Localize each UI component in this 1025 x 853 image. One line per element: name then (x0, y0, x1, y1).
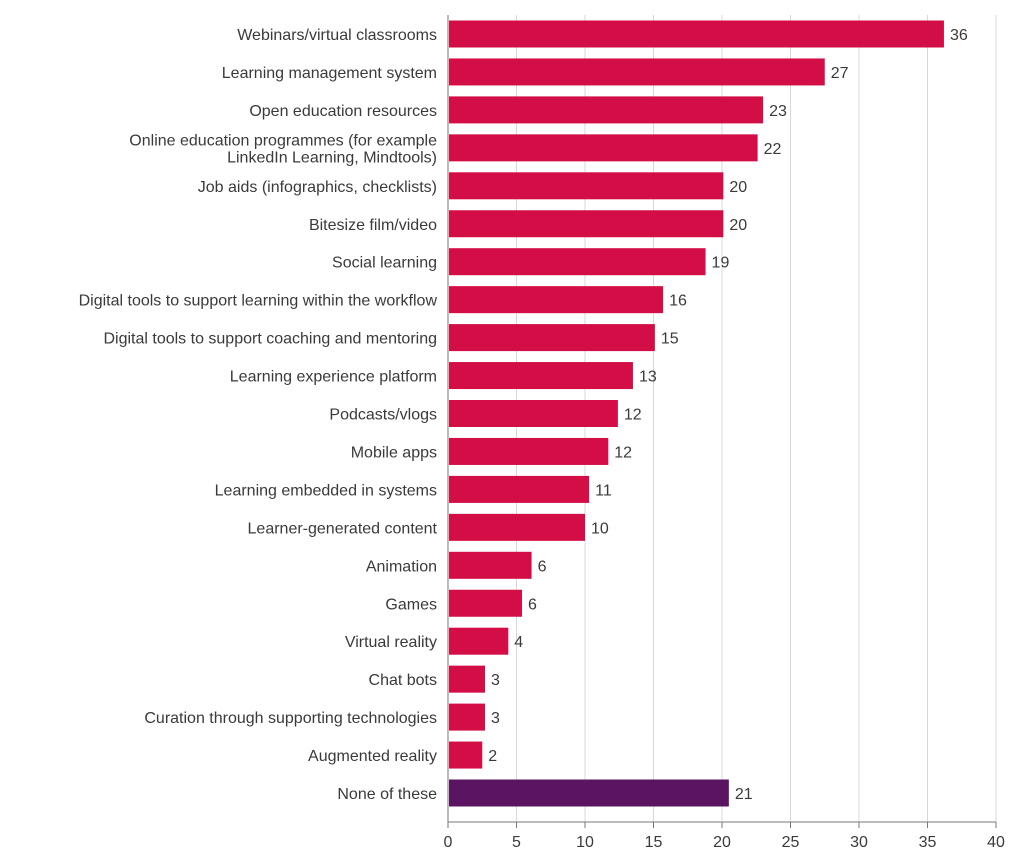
value-label: 36 (950, 27, 968, 44)
category-label: Chat bots (369, 672, 437, 689)
category-label: Online education programmes (for example… (129, 132, 437, 166)
category-labels: Webinars/virtual classrooms Learning mana… (79, 27, 438, 803)
category-label: Animation (366, 558, 437, 575)
bar (449, 400, 618, 427)
value-label: 3 (491, 710, 500, 727)
value-label: 6 (528, 596, 537, 613)
bar (449, 589, 522, 617)
x-tick-label: 10 (576, 834, 594, 851)
category-label-line: Online education programmes (for example (129, 132, 437, 149)
value-label: 20 (729, 217, 747, 234)
bar (449, 248, 706, 276)
category-label: Learning embedded in systems (215, 482, 437, 499)
bar (449, 475, 590, 503)
bars (449, 20, 944, 807)
x-tick-label: 5 (512, 834, 521, 851)
value-label: 20 (729, 179, 747, 196)
category-label: Games (385, 596, 437, 613)
bar (449, 96, 764, 124)
bar (449, 172, 724, 200)
bar (449, 134, 758, 162)
category-label: Podcasts/vlogs (329, 407, 437, 424)
x-axis: 0 5 10 15 20 25 30 35 40 (444, 15, 1005, 851)
value-label: 11 (595, 482, 612, 499)
value-label: 12 (624, 407, 642, 424)
value-label: 23 (769, 103, 787, 120)
category-label: Digital tools to support coaching and me… (103, 331, 437, 348)
x-tick-label: 25 (782, 834, 800, 851)
x-tick-label: 30 (850, 834, 868, 851)
value-label: 27 (831, 65, 849, 82)
category-label: Webinars/virtual classrooms (237, 27, 437, 44)
value-label: 13 (639, 369, 657, 386)
value-label: 21 (735, 786, 753, 803)
value-label: 10 (591, 520, 609, 537)
bar (449, 324, 655, 352)
value-label: 12 (614, 444, 632, 461)
category-label-line: LinkedIn Learning, Mindtools) (227, 149, 437, 166)
x-tick-label: 15 (645, 834, 663, 851)
bar (449, 741, 483, 769)
bar (449, 779, 729, 807)
value-label: 19 (712, 255, 730, 272)
value-label: 4 (514, 634, 523, 651)
category-label: Mobile apps (351, 444, 437, 461)
category-label: None of these (337, 786, 437, 803)
value-label: 22 (764, 141, 782, 158)
category-label: Digital tools to support learning within… (79, 293, 438, 310)
category-label: Learning management system (222, 65, 437, 82)
bar (449, 627, 509, 655)
bar (449, 286, 664, 314)
category-label: Bitesize film/video (309, 217, 437, 234)
category-label: Augmented reality (308, 748, 437, 765)
category-label: Open education resources (249, 103, 437, 120)
bar (449, 665, 485, 693)
category-label: Curation through supporting technologies (144, 710, 437, 727)
bar (449, 58, 825, 86)
value-label: 6 (538, 558, 547, 575)
value-labels: 36 27 23 22 20 20 19 16 15 13 12 12 11 10 6 6 4 3 3 2 21 (488, 27, 968, 803)
category-label: Learning experience platform (230, 369, 437, 386)
value-label: 2 (488, 748, 497, 765)
x-tick-label: 20 (713, 834, 731, 851)
bar (449, 703, 485, 731)
x-tick-label: 0 (444, 834, 453, 851)
bar (449, 210, 724, 238)
bar (449, 362, 633, 390)
category-label: Learner-generated content (248, 520, 438, 537)
value-label: 16 (669, 293, 687, 310)
category-label: Job aids (infographics, checklists) (198, 179, 437, 196)
value-label: 3 (491, 672, 500, 689)
bar (449, 437, 609, 465)
category-label: Social learning (332, 255, 437, 272)
value-label: 15 (661, 331, 679, 348)
bar (449, 513, 585, 541)
bar (449, 20, 944, 48)
bar (449, 551, 532, 579)
category-label: Virtual reality (345, 634, 437, 651)
x-tick-label: 40 (987, 834, 1005, 851)
x-tick-label: 35 (919, 834, 937, 851)
